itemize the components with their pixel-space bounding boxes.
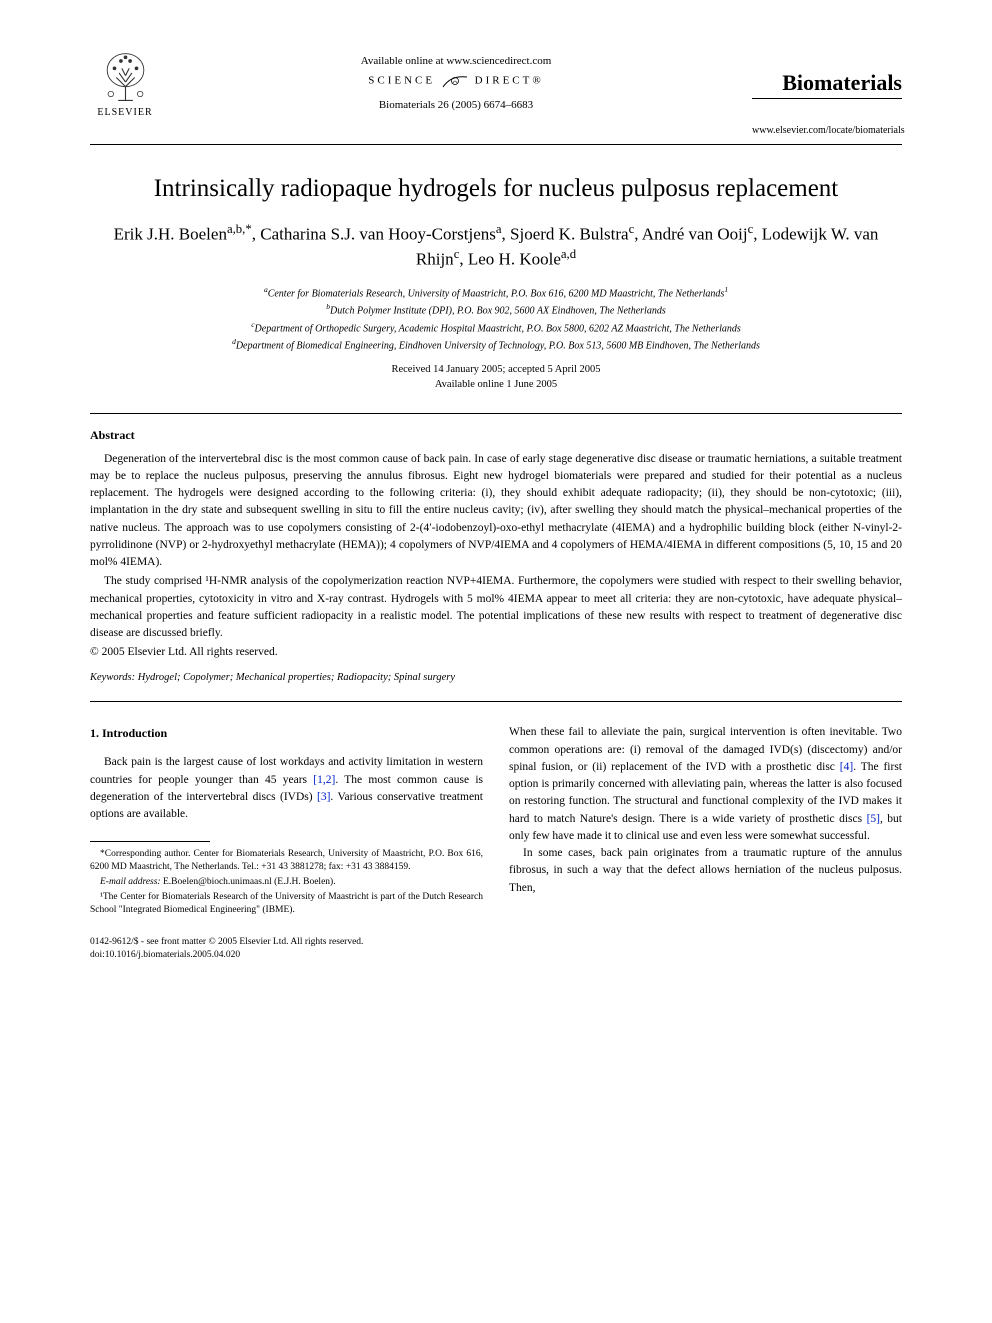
citation-line: Biomaterials 26 (2005) 6674–6683 — [160, 99, 752, 111]
affiliation-c: cDepartment of Orthopedic Surgery, Acade… — [90, 319, 902, 336]
front-matter-line: 0142-9612/$ - see front matter © 2005 El… — [90, 936, 902, 948]
abstract-heading: Abstract — [90, 428, 902, 443]
bottom-info: 0142-9612/$ - see front matter © 2005 El… — [90, 936, 902, 961]
journal-name: Biomaterials — [752, 50, 902, 96]
intro-right-p2: In some cases, back pain originates from… — [509, 845, 902, 897]
footnote-1: ¹The Center for Biomaterials Research of… — [90, 891, 483, 917]
page-container: ELSEVIER Available online at www.science… — [0, 0, 992, 1001]
elsevier-label: ELSEVIER — [97, 107, 152, 118]
footnote-separator — [90, 841, 210, 842]
intro-right-p1: When these fail to alleviate the pain, s… — [509, 724, 902, 845]
science-direct-logo: SCIENCE DIRECT® — [160, 73, 752, 89]
authors-line: Erik J.H. Boelena,b,*, Catharina S.J. va… — [90, 221, 902, 272]
doi-line: doi:10.1016/j.biomaterials.2005.04.020 — [90, 949, 902, 961]
affiliation-d: dDepartment of Biomedical Engineering, E… — [90, 336, 902, 353]
body-columns: 1. Introduction Back pain is the largest… — [90, 724, 902, 918]
ref-link-1-2[interactable]: [1,2] — [313, 774, 335, 786]
abstract-p2: The study comprised ¹H-NMR analysis of t… — [90, 573, 902, 642]
abstract-copyright: © 2005 Elsevier Ltd. All rights reserved… — [90, 646, 902, 658]
header-center: Available online at www.sciencedirect.co… — [160, 50, 752, 111]
keywords-text: Hydrogel; Copolymer; Mechanical properti… — [138, 672, 455, 683]
abstract-p1: Degeneration of the intervertebral disc … — [90, 451, 902, 572]
footnotes-block: *Corresponding author. Center for Biomat… — [90, 848, 483, 916]
ref-link-4[interactable]: [4] — [840, 761, 853, 773]
journal-url: www.elsevier.com/locate/biomaterials — [752, 125, 902, 136]
affiliation-b: bDutch Polymer Institute (DPI), P.O. Box… — [90, 301, 902, 318]
article-title: Intrinsically radiopaque hydrogels for n… — [90, 175, 902, 203]
left-column: 1. Introduction Back pain is the largest… — [90, 724, 483, 918]
sd-swoosh-icon — [441, 73, 469, 89]
elsevier-logo: ELSEVIER — [90, 50, 160, 130]
header-row: ELSEVIER Available online at www.science… — [90, 50, 902, 136]
online-date: Available online 1 June 2005 — [90, 378, 902, 393]
abstract-body: Degeneration of the intervertebral disc … — [90, 451, 902, 643]
ref-link-3[interactable]: [3] — [317, 791, 330, 803]
keywords-line: Keywords: Hydrogel; Copolymer; Mechanica… — [90, 672, 902, 683]
intro-left-p1: Back pain is the largest cause of lost w… — [90, 754, 483, 823]
right-column: When these fail to alleviate the pain, s… — [509, 724, 902, 918]
available-online-text: Available online at www.sciencedirect.co… — [160, 55, 752, 67]
intro-heading: 1. Introduction — [90, 724, 483, 742]
sd-text-1: SCIENCE — [368, 75, 435, 87]
affiliations-block: aCenter for Biomaterials Research, Unive… — [90, 284, 902, 353]
footnote-email: E-mail address: E.Boelen@bioch.unimaas.n… — [90, 876, 483, 889]
keywords-label: Keywords: — [90, 672, 135, 683]
dates-block: Received 14 January 2005; accepted 5 Apr… — [90, 363, 902, 392]
elsevier-tree-icon — [98, 50, 153, 105]
email-label: E-mail address: — [100, 877, 161, 887]
header-right: Biomaterials www.elsevier.com/locate/bio… — [752, 50, 902, 136]
ref-link-5[interactable]: [5] — [867, 813, 880, 825]
affiliation-a: aCenter for Biomaterials Research, Unive… — [90, 284, 902, 301]
sd-text-2: DIRECT® — [475, 75, 544, 87]
email-value: E.Boelen@bioch.unimaas.nl (E.J.H. Boelen… — [163, 877, 336, 887]
footnote-corresponding: *Corresponding author. Center for Biomat… — [90, 848, 483, 874]
received-date: Received 14 January 2005; accepted 5 Apr… — [90, 363, 902, 378]
